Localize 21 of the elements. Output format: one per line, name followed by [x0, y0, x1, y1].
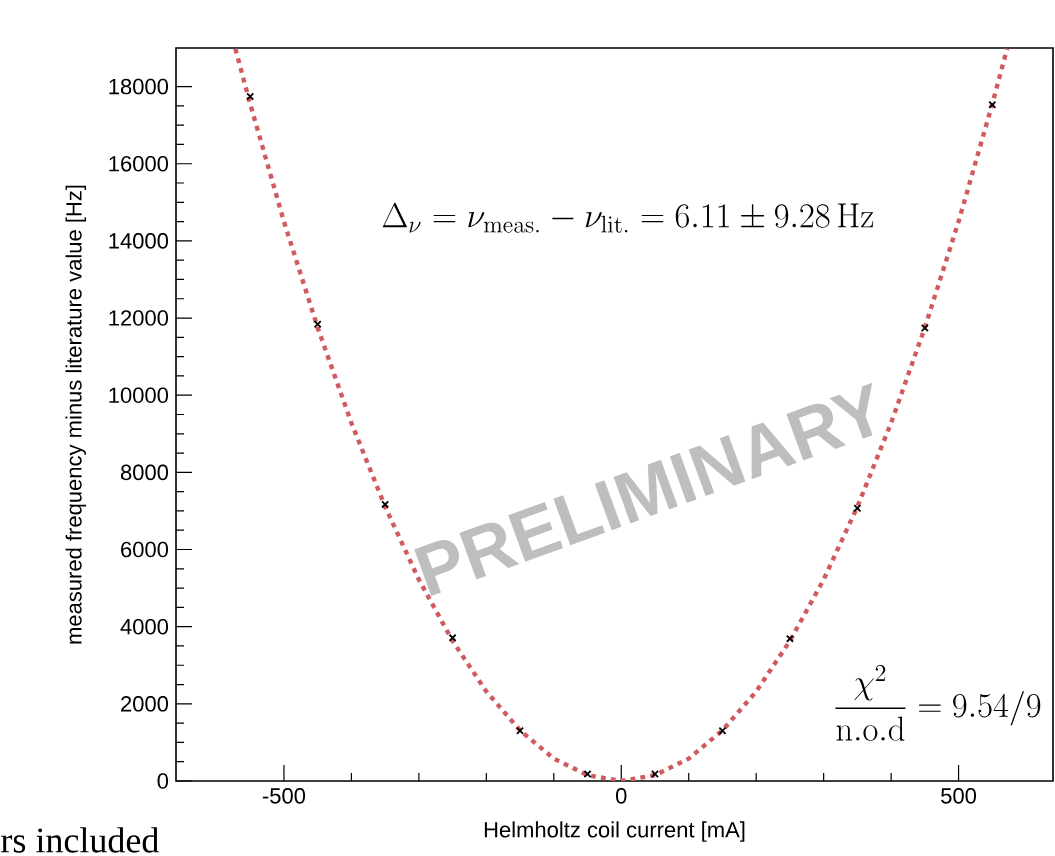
annotation: $\frac{\chi^2}{\mathrm{n.o.d}} = 9.54/9$ [835, 664, 1041, 741]
y-tick-label: 16000 [109, 155, 169, 172]
y-tick-label: 6000 [121, 541, 169, 558]
x-tick-label: -500 [262, 788, 306, 804]
y-axis-title: measured frequency minus literature value [Hz] [65, 185, 87, 644]
x-tick-label: 0 [615, 788, 627, 804]
point [650, 770, 659, 779]
annotation: $\Delta_{\nu} = \nu_{\mathrm{meas.}} - \nu_{\mathrm{lit.}} = 6.11 \pm 9.28\,\mathrm{Hz}$ [382, 202, 874, 233]
y-tick-label: 18000 [109, 78, 169, 95]
point [516, 726, 525, 735]
text: rs included [1, 827, 159, 853]
y-tick-label: 0 [157, 773, 169, 789]
x-axis-title: Helmholtz coil current [mA] [484, 821, 745, 842]
y-tick-label: 10000 [109, 387, 169, 403]
y-tick-label: 2000 [121, 696, 169, 712]
y-tick-label: 12000 [109, 310, 169, 326]
y-tick-label: 4000 [120, 618, 169, 635]
x-tick-label: 500 [941, 788, 977, 804]
point [920, 324, 929, 333]
y-tick-label: 14000 [109, 233, 169, 249]
y-tick-label: 8000 [120, 464, 169, 481]
